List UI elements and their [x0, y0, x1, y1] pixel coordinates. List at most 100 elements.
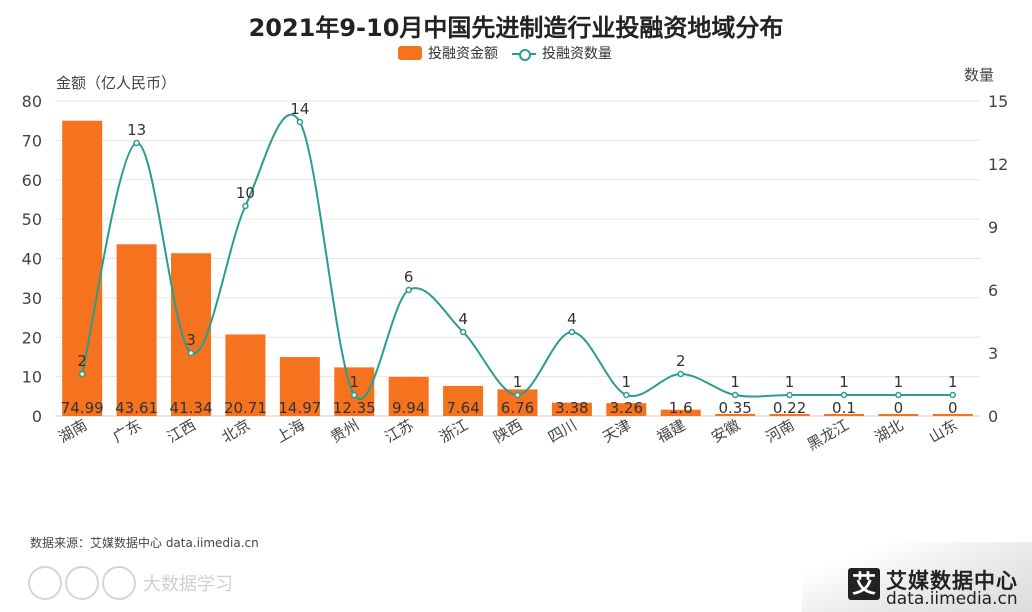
count-point — [568, 328, 576, 336]
bar-value-label: 12.35 — [333, 399, 376, 417]
x-tick-label: 贵州 — [327, 416, 362, 447]
count-point — [187, 349, 195, 357]
bar — [443, 385, 484, 416]
count-value-label: 10 — [236, 184, 255, 202]
bar-value-label: 9.94 — [392, 399, 425, 417]
count-point — [459, 328, 467, 336]
count-value-label: 2 — [676, 352, 686, 370]
count-point — [949, 391, 957, 399]
count-series-line — [81, 113, 953, 400]
y-right-axis-label: 数量 — [964, 66, 995, 84]
count-point — [405, 286, 412, 294]
count-point — [623, 391, 630, 399]
data-source: 数据来源：艾媒数据中心 data.iimedia.cn — [30, 536, 259, 550]
y-left-tick-label: 80 — [22, 92, 42, 111]
x-tick-label: 北京 — [218, 416, 253, 447]
x-tick-label: 黑龙江 — [804, 416, 852, 454]
brand-background — [802, 542, 1032, 612]
count-value-label: 1 — [730, 373, 740, 391]
legend: 投融资金额 投融资数量 — [398, 44, 612, 62]
bar — [769, 414, 810, 416]
count-point — [242, 202, 249, 210]
bar — [660, 409, 701, 416]
count-point — [133, 139, 140, 147]
bar — [551, 402, 592, 416]
legend-line-swatch — [512, 46, 536, 61]
y-right-tick-label: 9 — [988, 218, 998, 237]
bar — [171, 253, 212, 416]
x-tick-label: 河南 — [763, 416, 798, 447]
count-point — [514, 391, 521, 399]
bar-value-label: 0.22 — [773, 399, 806, 417]
count-point — [786, 391, 793, 399]
x-tick-label: 四川 — [545, 416, 580, 447]
count-point — [895, 391, 902, 399]
legend-count-label: 投融资数量 — [542, 46, 612, 62]
count-value-label: 2 — [77, 352, 87, 370]
y-left-tick-label: 60 — [22, 171, 42, 190]
count-value-label: 14 — [290, 100, 309, 118]
bar-value-label: 6.76 — [501, 399, 534, 417]
count-value-label: 1 — [349, 373, 359, 391]
watermark-text: 大数据学习 — [143, 574, 233, 595]
bar-value-label: 3.38 — [555, 399, 588, 417]
bar-value-label: 43.61 — [115, 399, 158, 417]
watermark: 大数据学习 — [28, 566, 233, 600]
x-tick-label: 天津 — [599, 416, 634, 447]
bar-value-label: 0.35 — [718, 399, 751, 417]
x-tick-label: 湖南 — [55, 416, 90, 447]
count-point — [840, 391, 848, 399]
bar-value-label: 74.99 — [61, 399, 104, 417]
bar — [932, 414, 973, 416]
y-right-tick-label: 3 — [988, 344, 998, 363]
count-point — [677, 370, 684, 378]
y-right-tick-label: 12 — [988, 155, 1008, 174]
bar — [116, 244, 157, 416]
y-right-tick-label: 0 — [988, 407, 998, 426]
bar-value-label: 7.64 — [446, 399, 479, 417]
y-left-tick-label: 0 — [32, 407, 42, 426]
count-value-label: 3 — [186, 331, 196, 349]
x-tick-label: 福建 — [654, 416, 689, 447]
y-left-tick-label: 20 — [22, 328, 42, 347]
y-left-tick-label: 50 — [22, 210, 42, 229]
count-value-label: 1 — [785, 373, 795, 391]
legend-amount-label: 投融资金额 — [428, 46, 498, 62]
x-tick-label: 湖北 — [871, 416, 906, 447]
count-value-label: 4 — [458, 310, 468, 328]
count-value-label: 1 — [622, 373, 632, 391]
brand-name: 艾媒数据中心 — [886, 569, 1018, 593]
bar — [878, 414, 919, 416]
count-value-label: 1 — [839, 373, 849, 391]
bar-value-label: 3.26 — [610, 399, 643, 417]
bar-value-label: 0.1 — [832, 399, 856, 417]
count-value-label: 1 — [948, 373, 958, 391]
x-tick-label: 安徽 — [708, 416, 743, 447]
y-left-tick-label: 40 — [22, 250, 42, 269]
count-value-label: 4 — [567, 310, 577, 328]
y-left-tick-label: 30 — [22, 289, 42, 308]
bar-value-label: 41.34 — [170, 399, 213, 417]
count-point — [731, 391, 739, 399]
bar — [225, 334, 266, 416]
bar — [715, 414, 756, 416]
x-tick-label: 浙江 — [436, 416, 471, 447]
x-tick-label: 山东 — [926, 416, 961, 447]
bar-value-label: 14.97 — [278, 399, 321, 417]
chart-title: 2021年9-10月中国先进制造行业投融资地域分布 — [248, 14, 784, 42]
y-right-tick-label: 15 — [988, 92, 1008, 111]
count-value-label: 1 — [894, 373, 904, 391]
bar — [823, 414, 864, 416]
bar-value-label: 1.6 — [669, 399, 693, 417]
legend-bar-swatch — [398, 46, 422, 60]
bar-value-label: 0 — [894, 399, 904, 417]
count-value-label: 1 — [513, 373, 523, 391]
count-point — [78, 370, 86, 378]
y-right-tick-label: 6 — [988, 281, 998, 300]
y-left-axis-label: 金额（亿人民币） — [56, 74, 177, 92]
bar — [62, 120, 103, 417]
brand-icon: 艾 — [848, 568, 880, 600]
y-left-tick-label: 10 — [22, 368, 42, 387]
watermark-circle-icon — [28, 566, 62, 600]
bar — [606, 403, 647, 416]
